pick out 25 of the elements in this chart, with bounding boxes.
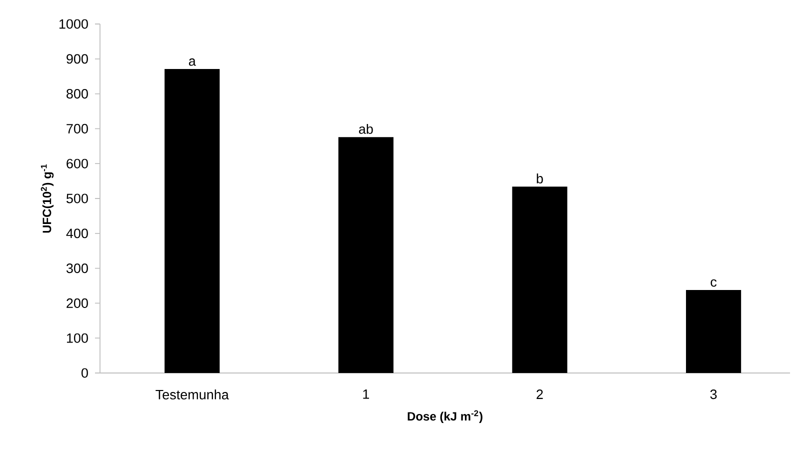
annotation: ab [358,124,373,134]
y-tick-label: 400 [66,228,88,238]
y-tick-label: 500 [66,194,88,204]
x-tick-label: 2 [536,390,543,399]
annotation: b [536,174,543,184]
y-tick-label: 1000 [59,19,88,29]
y-tick-label: 700 [66,124,88,134]
y-tick-label: 600 [66,158,88,168]
x-axis-title: Dose (kJ m$^{-2}$) [408,410,482,423]
x-tick-label: Testemunha [156,390,229,400]
bar [512,186,568,373]
annotation: a [188,58,196,66]
y-tick-label: 100 [66,333,88,343]
annotation: c [710,279,717,287]
y-tick-label: 800 [66,89,88,99]
x-tick-label: 3 [710,390,717,400]
y-tick-label: 900 [66,54,88,64]
y-tick-label: 300 [66,264,88,274]
bar [164,69,220,373]
bar [338,137,394,373]
bar [686,290,742,373]
y-axis-title: UFC(10$^{2}$) g$^{-1}$ [40,164,54,233]
y-tick-label: 200 [66,298,88,308]
x-tick-label: 1 [363,390,370,399]
y-tick-label: 0 [82,368,88,378]
